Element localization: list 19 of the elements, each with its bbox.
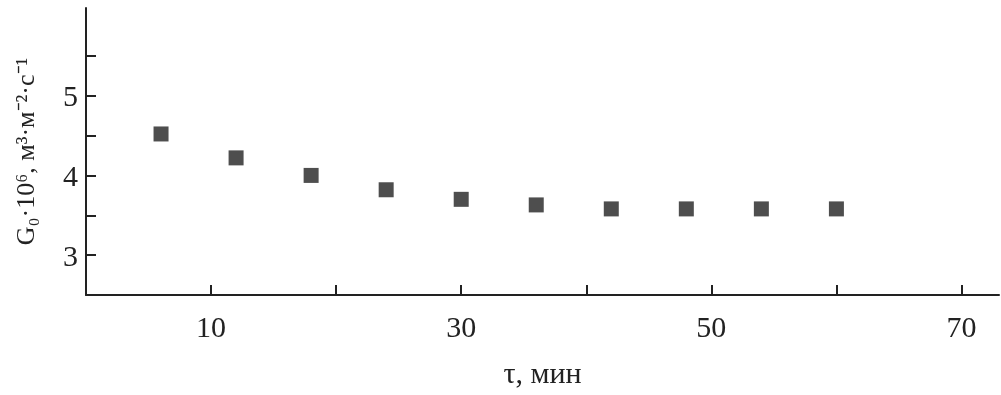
point — [303, 167, 319, 183]
point — [228, 150, 244, 166]
point — [378, 182, 394, 198]
x-axis-title: τ, мин — [503, 355, 582, 389]
x-tick-label: 70 — [946, 309, 977, 343]
x-tick-label: 30 — [446, 309, 477, 343]
point — [828, 201, 844, 217]
y-tick-label: 4 — [63, 158, 78, 192]
point — [603, 201, 619, 217]
y-tick-label: 3 — [63, 238, 78, 272]
point — [453, 191, 469, 207]
x-tick-label: 50 — [696, 309, 727, 343]
y-axis-title: G₀·10⁶, м³·м⁻²·с⁻¹ — [10, 57, 40, 246]
point — [528, 197, 544, 213]
point — [678, 201, 694, 217]
y-tick-label: 5 — [63, 79, 78, 113]
point — [153, 126, 169, 142]
x-tick-label: 10 — [196, 309, 227, 343]
point — [753, 201, 769, 217]
